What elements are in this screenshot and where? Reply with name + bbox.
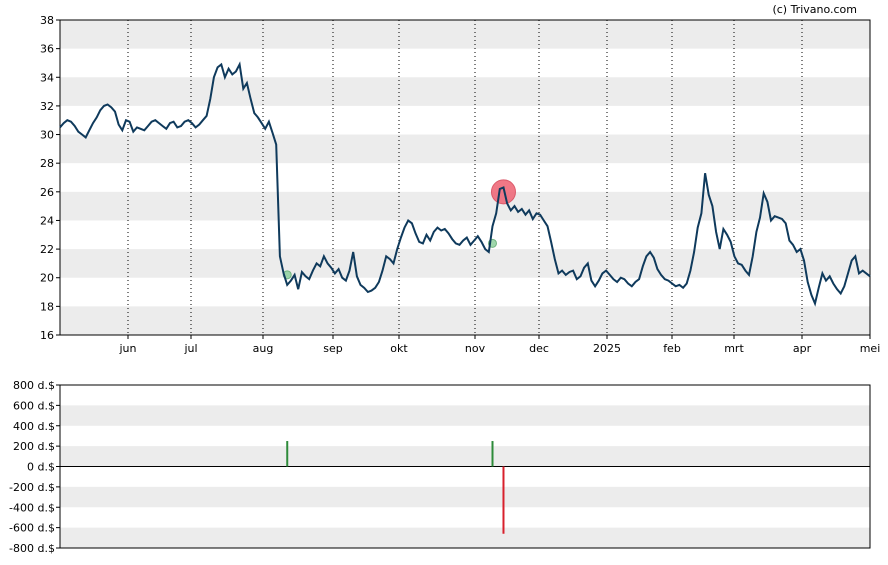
trade-y-tick-label: 0 d.$ bbox=[27, 461, 55, 474]
price-band bbox=[60, 306, 870, 335]
x-tick-label: mrt bbox=[724, 342, 744, 355]
x-tick-label: jul bbox=[183, 342, 197, 355]
x-tick-label: okt bbox=[390, 342, 408, 355]
y-tick-label: 22 bbox=[40, 243, 54, 256]
price-month-gridlines bbox=[127, 20, 871, 335]
trade-band bbox=[60, 527, 870, 548]
trade-band bbox=[60, 446, 870, 467]
y-tick-label: 30 bbox=[40, 129, 54, 142]
y-tick-label: 26 bbox=[40, 186, 54, 199]
price-y-axis: 16 18 20 22 24 26 28 30 32 34 36 38 bbox=[40, 14, 60, 342]
trade-y-tick-label: 600 d.$ bbox=[13, 399, 55, 412]
y-tick-label: 18 bbox=[40, 300, 54, 313]
credit-label: (c) Trivano.com bbox=[772, 3, 857, 16]
trade-bands bbox=[60, 405, 870, 548]
price-band bbox=[60, 191, 870, 221]
y-tick-label: 28 bbox=[40, 157, 54, 170]
price-band bbox=[60, 77, 870, 106]
x-tick-label: 2025 bbox=[593, 342, 621, 355]
y-tick-label: 34 bbox=[40, 71, 54, 84]
trade-y-axis: 800 d.$ 600 d.$ 400 d.$ 200 d.$ 0 d.$ -200 d.… bbox=[9, 379, 60, 555]
x-tick-label: sep bbox=[323, 342, 342, 355]
trade-y-tick-label: -600 d.$ bbox=[9, 522, 55, 535]
price-chart-frame bbox=[59, 19, 871, 336]
x-tick-label: aug bbox=[253, 342, 274, 355]
x-tick-label: nov bbox=[465, 342, 486, 355]
x-tick-label: mei bbox=[860, 342, 881, 355]
y-tick-label: 20 bbox=[40, 272, 54, 285]
trade-y-tick-label: 400 d.$ bbox=[13, 420, 55, 433]
trade-band bbox=[60, 486, 870, 508]
price-band bbox=[60, 20, 870, 49]
trade-y-tick-label: -200 d.$ bbox=[9, 481, 55, 494]
x-tick-label: apr bbox=[793, 342, 812, 355]
x-tick-label: jun bbox=[119, 342, 137, 355]
x-tick-label: dec bbox=[529, 342, 549, 355]
price-bands bbox=[60, 20, 870, 335]
y-tick-label: 38 bbox=[40, 14, 54, 27]
y-tick-label: 32 bbox=[40, 100, 54, 113]
price-band bbox=[60, 134, 870, 164]
trade-y-tick-label: 200 d.$ bbox=[13, 440, 55, 453]
y-tick-label: 36 bbox=[40, 43, 54, 56]
price-series-line bbox=[59, 61, 871, 307]
trade-y-tick-label: -800 d.$ bbox=[9, 542, 55, 555]
trade-bars bbox=[286, 441, 505, 534]
trade-y-tick-label: 800 d.$ bbox=[13, 379, 55, 392]
price-band bbox=[60, 249, 870, 278]
trade-y-tick-label: -400 d.$ bbox=[9, 501, 55, 514]
price-x-axis: jun jul aug sep okt nov dec 2025 feb mrt apr mei bbox=[119, 335, 881, 355]
y-tick-label: 24 bbox=[40, 214, 54, 227]
y-tick-label: 16 bbox=[40, 329, 54, 342]
trade-band bbox=[60, 405, 870, 426]
x-tick-label: feb bbox=[663, 342, 681, 355]
